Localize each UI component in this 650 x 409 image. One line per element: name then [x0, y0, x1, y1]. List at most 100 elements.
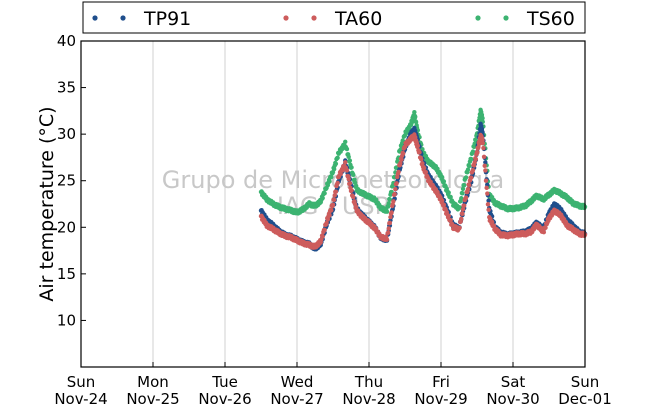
- data-point: [457, 205, 462, 210]
- legend-marker: [475, 15, 481, 21]
- data-point: [483, 160, 488, 165]
- data-point: [343, 139, 348, 144]
- data-point: [460, 211, 465, 216]
- data-point: [387, 197, 393, 202]
- x-tick-label-date: Nov-29: [414, 390, 467, 408]
- legend-marker: [92, 15, 98, 21]
- data-point: [331, 197, 337, 203]
- data-point: [467, 163, 472, 169]
- data-point: [446, 190, 451, 195]
- data-point: [423, 170, 429, 175]
- data-point: [421, 165, 427, 171]
- data-point: [351, 194, 356, 200]
- data-point: [419, 157, 424, 162]
- data-point: [480, 141, 485, 146]
- data-point: [412, 109, 417, 115]
- x-axis: SunNov-24MonNov-25TueNov-26WedNov-27ThuN…: [54, 362, 612, 408]
- data-point: [351, 172, 356, 178]
- data-point: [391, 199, 396, 204]
- data-point: [333, 161, 339, 166]
- data-point: [465, 186, 471, 192]
- data-point: [441, 202, 447, 207]
- data-point: [346, 176, 351, 182]
- data-point: [373, 226, 379, 231]
- legend-label-TP91: TP91: [143, 8, 191, 30]
- data-point: [388, 214, 393, 220]
- series-TS60: [258, 107, 588, 216]
- data-point: [470, 168, 476, 173]
- data-point: [441, 179, 447, 184]
- data-point: [352, 180, 358, 185]
- legend-box: [82, 1, 586, 34]
- data-point: [483, 168, 488, 173]
- x-tick-label-day: Mon: [137, 373, 169, 391]
- data-point: [349, 188, 354, 193]
- x-tick-label-day: Fri: [432, 373, 450, 391]
- y-axis: 10 15 20 25 30 35 40: [57, 32, 86, 329]
- data-point: [332, 193, 337, 198]
- x-tick-label-date: Nov-28: [342, 390, 395, 408]
- data-point: [320, 195, 325, 201]
- data-point: [335, 155, 340, 161]
- y-axis-label: Air temperature (°C): [36, 106, 58, 301]
- data-point: [459, 216, 464, 221]
- data-point: [392, 191, 397, 197]
- data-point: [543, 225, 548, 231]
- data-point: [482, 163, 487, 168]
- data-point: [385, 230, 391, 235]
- data-point: [463, 195, 469, 200]
- data-point: [401, 151, 406, 156]
- series-layer: [258, 107, 588, 252]
- data-point: [413, 114, 418, 119]
- data-point: [461, 182, 467, 188]
- data-point: [486, 207, 491, 212]
- data-point: [428, 179, 433, 185]
- data-point: [344, 146, 350, 152]
- data-point: [439, 198, 445, 203]
- y-tick-label: 30: [57, 125, 76, 143]
- data-point: [541, 230, 547, 235]
- data-point: [469, 156, 474, 162]
- legend-marker: [503, 15, 509, 21]
- data-point: [340, 168, 345, 173]
- data-point: [459, 196, 464, 201]
- data-point: [475, 150, 480, 155]
- data-point: [329, 174, 334, 180]
- data-point: [460, 191, 465, 196]
- data-point: [480, 137, 485, 143]
- data-point: [322, 227, 327, 233]
- data-point: [415, 143, 421, 149]
- data-point: [343, 160, 348, 165]
- data-point: [349, 165, 354, 170]
- data-point: [393, 186, 398, 192]
- data-point: [327, 179, 332, 184]
- data-point: [465, 167, 471, 172]
- data-point: [320, 234, 325, 239]
- data-point: [457, 225, 462, 231]
- data-point: [485, 202, 491, 207]
- data-point: [335, 180, 340, 186]
- data-point: [481, 145, 486, 151]
- data-point: [460, 207, 466, 212]
- y-tick-label: 40: [57, 32, 76, 50]
- legend-label-TA60: TA60: [334, 8, 382, 30]
- data-point: [347, 158, 353, 163]
- y-tick-label: 10: [57, 311, 76, 329]
- y-tick-label: 20: [57, 218, 76, 236]
- data-point: [389, 210, 394, 215]
- data-point: [344, 168, 350, 173]
- y-tick-label: 35: [57, 79, 76, 97]
- data-point: [338, 171, 343, 177]
- data-point: [353, 204, 359, 210]
- data-point: [330, 202, 336, 207]
- data-point: [448, 218, 453, 223]
- data-point: [480, 116, 485, 121]
- data-point: [384, 237, 390, 242]
- y-tick-label: 15: [57, 265, 76, 283]
- x-tick-label-date: Nov-26: [198, 390, 251, 408]
- data-point: [448, 194, 453, 200]
- plot-frame: [80, 40, 586, 368]
- legend: TP91 TA60 TS60: [82, 1, 586, 34]
- data-point: [398, 161, 403, 166]
